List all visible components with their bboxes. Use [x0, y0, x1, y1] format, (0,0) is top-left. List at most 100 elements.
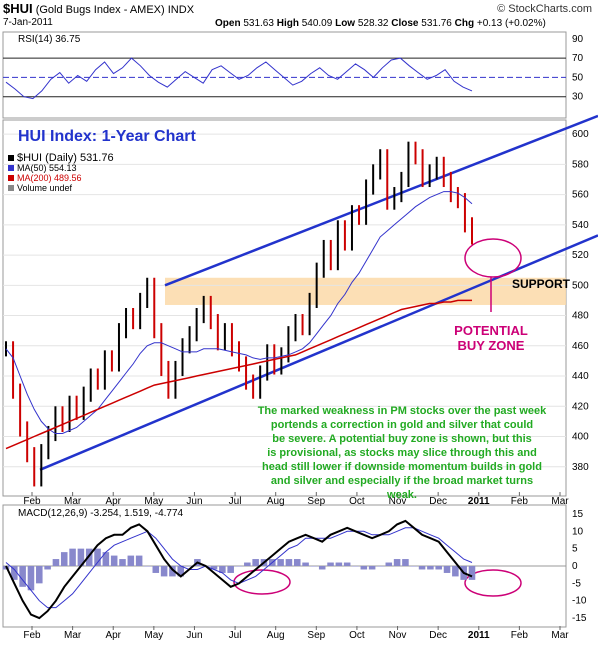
- symbol: $HUI: [3, 1, 33, 16]
- chg-label: Chg: [454, 18, 475, 29]
- macd-x-tick-label: Oct: [349, 630, 365, 641]
- macd-histogram-bar: [235, 566, 243, 567]
- macd-histogram-bar: [435, 566, 442, 570]
- macd-histogram-bar: [318, 566, 326, 570]
- macd-histogram-bar: [327, 562, 334, 566]
- macd-histogram-bar: [60, 552, 68, 566]
- macd-histogram-bar: [85, 548, 93, 566]
- chart-header: $HUI (Gold Bugs Index - AMEX) INDX: [3, 1, 194, 16]
- macd-histogram-bar: [160, 566, 168, 577]
- price-tick-label: 380: [572, 462, 589, 473]
- upper-channel-line: [164, 114, 598, 287]
- price-frame: [2, 119, 567, 497]
- macd-x-tick-label: Sep: [307, 630, 325, 641]
- macd-histogram-bar: [310, 566, 318, 567]
- macd-target-ellipse: [464, 569, 522, 597]
- macd-histogram-bar: [343, 562, 351, 566]
- macd-histogram-bar: [144, 566, 151, 567]
- legend-entry: MA(200) 489.56: [17, 173, 82, 183]
- rsi-panel: 30 50 70 90 RSI(14) 36.75: [2, 31, 584, 119]
- price-panel: 380 400 420 440 460 480 500 520 540 560 580 600 HUI…: [2, 119, 589, 497]
- low-label: Low: [335, 18, 356, 29]
- price-tick-label: 560: [572, 190, 589, 201]
- macd-histogram-bar: [177, 566, 185, 577]
- copyright: © StockCharts.com: [497, 3, 592, 15]
- macd-x-tick-label: Feb: [511, 630, 529, 641]
- legend-swatch: [8, 185, 14, 191]
- macd-x-tick-label: Feb: [23, 630, 41, 641]
- macd-tick-label: -10: [572, 596, 587, 607]
- macd-histogram-bar: [443, 566, 451, 573]
- macd-histogram-bar: [77, 548, 85, 566]
- macd-histogram-bar: [410, 566, 418, 567]
- price-x-tick-label: Mar: [64, 496, 82, 507]
- price-tick-label: 580: [572, 159, 589, 170]
- buy-zone-label-line1: POTENTIAL: [454, 323, 528, 338]
- price-tick-label: 420: [572, 401, 589, 412]
- buy-zone-label-line2: BUY ZONE: [458, 338, 525, 353]
- open-label: Open: [215, 18, 241, 29]
- macd-histogram-bar: [152, 566, 160, 573]
- macd-histogram-bar: [110, 555, 118, 566]
- rsi-frame: [2, 31, 567, 119]
- rsi-title: RSI(14) 36.75: [18, 34, 81, 45]
- macd-histogram-bar: [94, 548, 101, 566]
- macd-histogram-bar: [127, 555, 135, 566]
- macd-histogram-bar: [185, 566, 193, 567]
- price-tick-label: 460: [572, 341, 589, 352]
- macd-tick-label: 10: [572, 526, 584, 537]
- legend-swatch: [8, 175, 14, 181]
- macd-histogram-bar: [377, 566, 384, 567]
- macd-histogram-bar: [393, 559, 401, 566]
- exchange: INDX: [167, 4, 195, 16]
- price-tick-label: 520: [572, 250, 589, 261]
- macd-tick-label: -15: [572, 613, 587, 624]
- macd-histogram-bar: [468, 566, 476, 580]
- macd-histogram-bar: [69, 548, 76, 566]
- ma200-line: [5, 299, 472, 450]
- macd-histogram-bar: [368, 566, 376, 570]
- macd-histogram-bar: [135, 555, 143, 566]
- price-x-tick-label: Apr: [105, 496, 121, 507]
- legend-swatch: [8, 155, 14, 161]
- macd-histogram-bar: [285, 559, 293, 566]
- macd-histogram-bar: [244, 562, 251, 566]
- macd-histogram-bar: [27, 566, 35, 591]
- legend-swatch: [8, 165, 14, 171]
- high-value: 540.09: [301, 18, 333, 29]
- price-x-tick-label: Mar: [551, 496, 569, 507]
- macd-x-tick-label: Aug: [267, 630, 285, 641]
- price-x-tick-label: Feb: [511, 496, 529, 507]
- legend-entry: Volume undef: [17, 183, 73, 193]
- rsi-tick-label: 50: [572, 72, 584, 83]
- macd-tick-label: 15: [572, 509, 584, 520]
- index-name: (Gold Bugs Index - AMEX): [35, 4, 165, 16]
- macd-histogram-bar: [277, 559, 284, 566]
- macd-histogram-bar: [169, 566, 176, 577]
- macd-histogram-bar: [36, 566, 43, 584]
- support-band: [165, 277, 566, 305]
- chart-date: 7-Jan-2011: [3, 17, 53, 28]
- macd-x-tick-label: Jun: [186, 630, 202, 641]
- price-x-tick-label: Jun: [186, 496, 202, 507]
- macd-histogram-bar: [227, 566, 234, 573]
- price-tick-label: 540: [572, 220, 589, 231]
- close-value: 531.76: [421, 18, 452, 29]
- rsi-tick-label: 70: [572, 53, 584, 64]
- macd-histogram-bar: [52, 559, 60, 566]
- macd-histogram-bar: [427, 566, 434, 570]
- macd-x-tick-label: Mar: [551, 630, 569, 641]
- high-label: High: [276, 18, 299, 29]
- macd-x-tick-label: Mar: [64, 630, 82, 641]
- macd-histogram-bar: [44, 566, 51, 570]
- macd-histogram-bar: [360, 566, 368, 570]
- macd-histogram-bar: [293, 559, 301, 566]
- close-label: Close: [391, 18, 419, 29]
- open-value: 531.63: [243, 18, 274, 29]
- buy-zone-ellipse: [464, 238, 522, 278]
- macd-histogram-bar: [452, 566, 459, 577]
- macd-histogram-bar: [210, 566, 218, 570]
- price-x-tick-label: 2011: [468, 496, 490, 507]
- macd-tick-label: -5: [572, 578, 581, 589]
- rsi-line: [5, 57, 473, 100]
